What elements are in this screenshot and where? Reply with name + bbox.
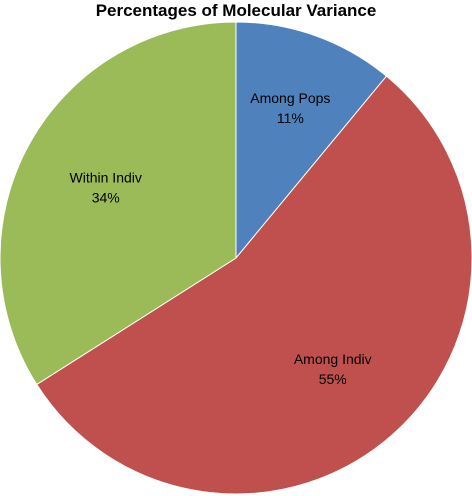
slice-value-label: 34% [92,189,120,205]
pie-labels: Among Pops 11% Among Indiv 55% Within Indiv 3… [70,90,372,387]
pie-slice-within-indiv [0,21,237,386]
slice-label: Among Indiv [294,351,372,367]
slice-label: Among Pops [250,90,330,106]
pie-slice-among-pops [235,21,388,260]
slice-value-label: 11% [277,110,304,126]
pie-slice-among-indiv [36,75,472,495]
slice-value-label: 55% [319,371,347,387]
pie-slices [0,21,472,495]
slice-label: Within Indiv [70,169,142,185]
chart-title: Percentages of Molecular Variance [95,1,377,20]
